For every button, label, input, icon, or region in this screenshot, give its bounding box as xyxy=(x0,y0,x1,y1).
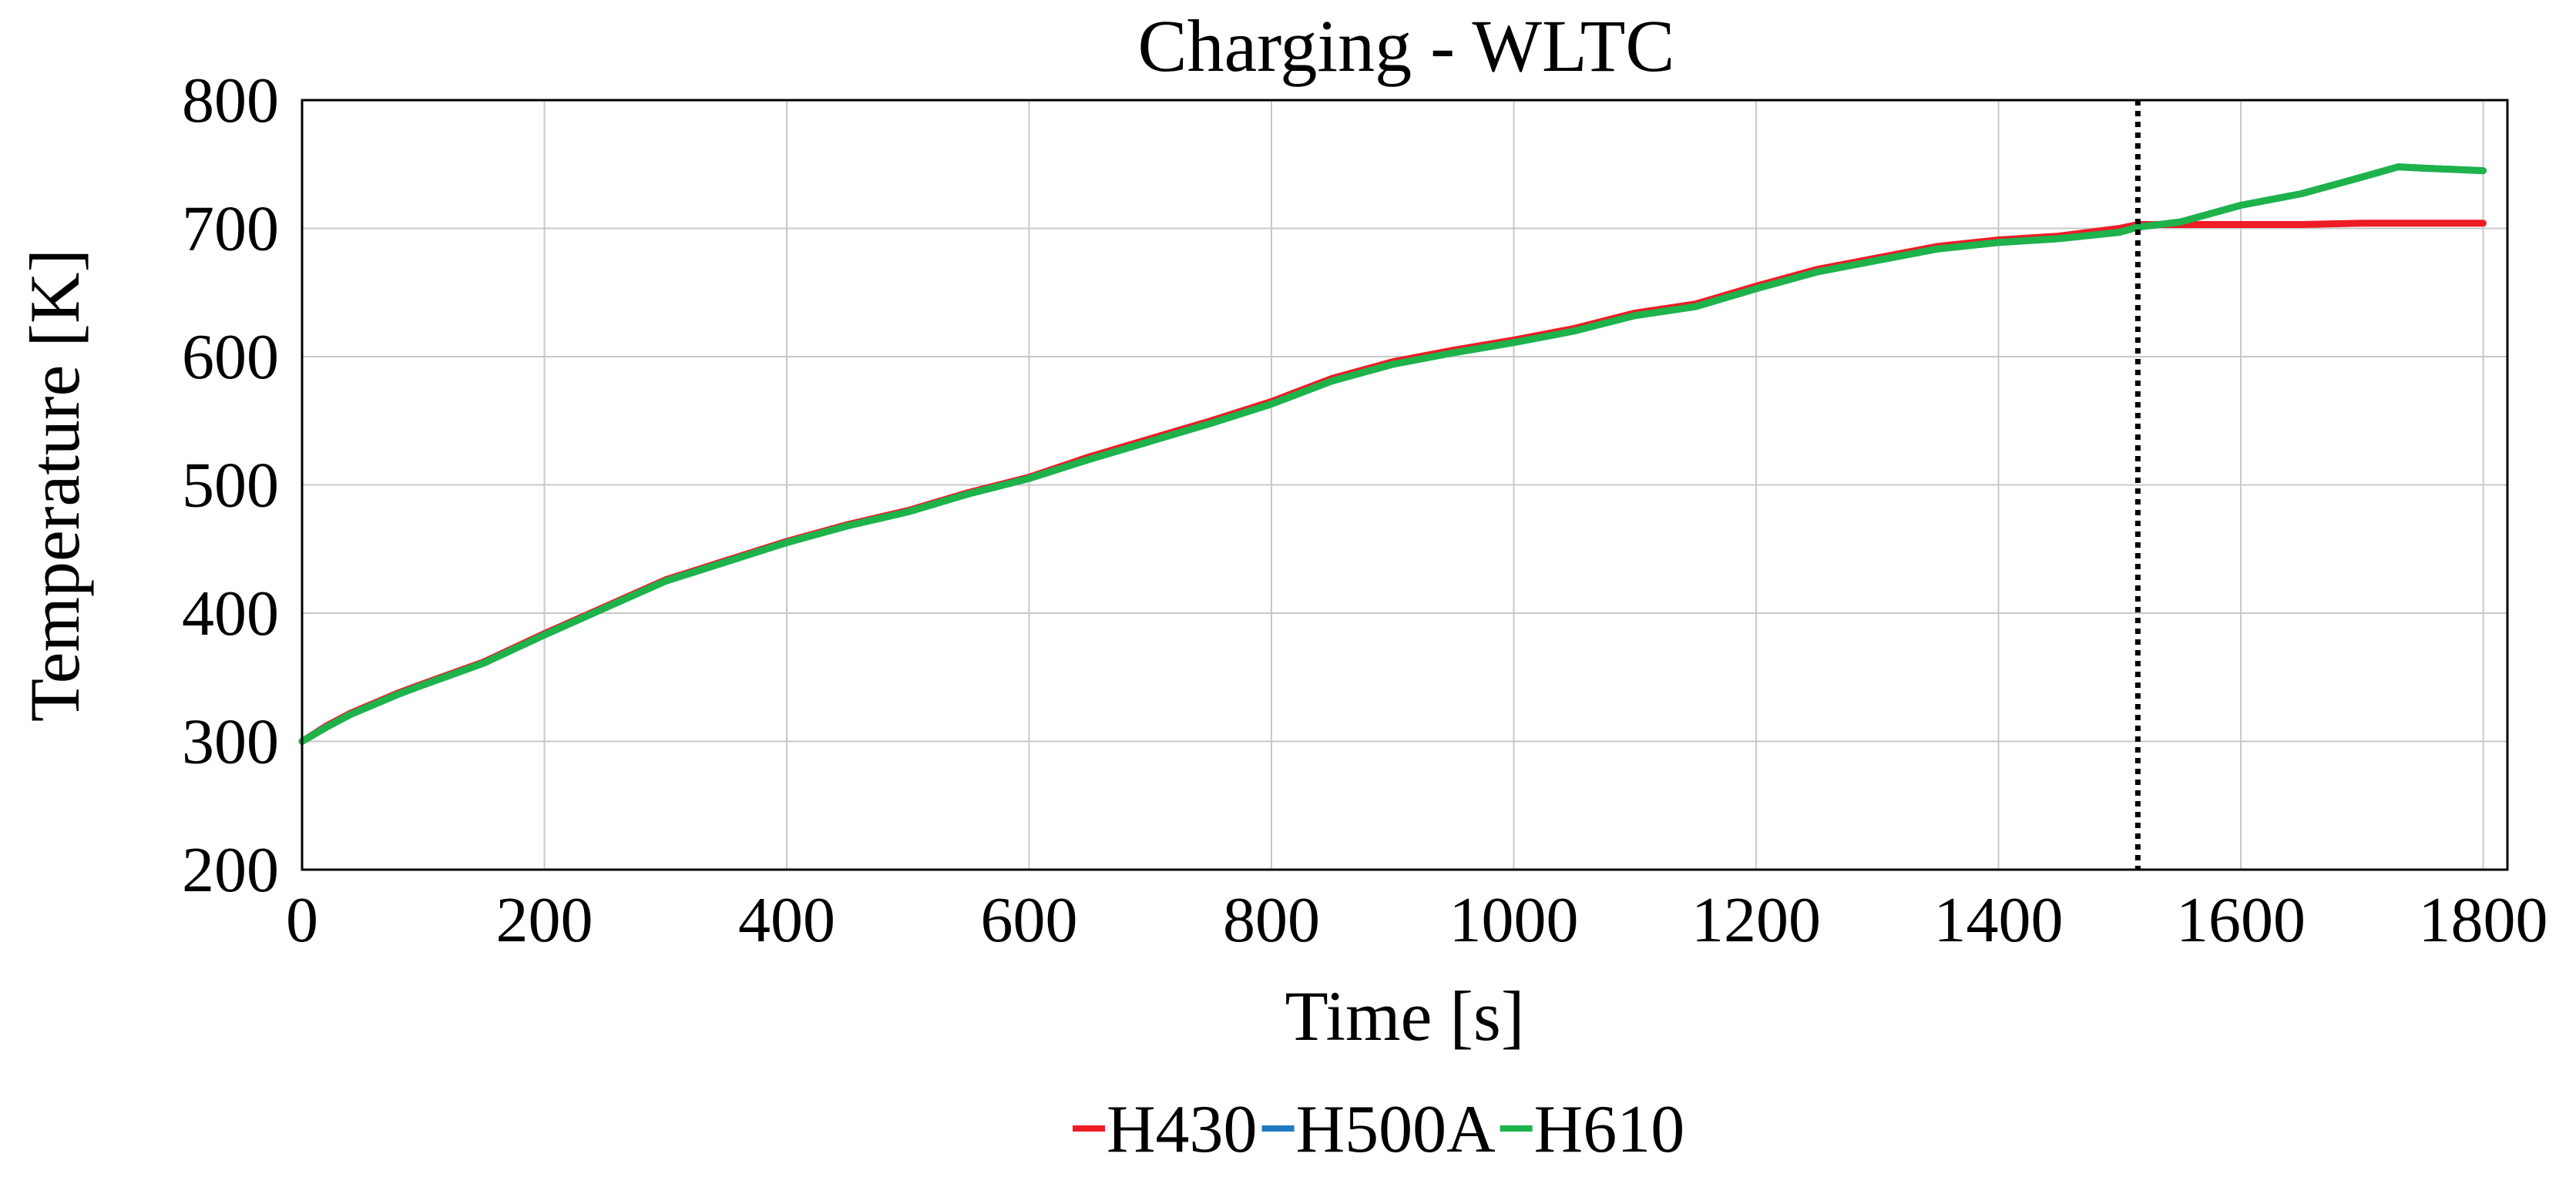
x-axis-ticks: 0 200 400 600 800 1000 1200 1400 1600 1800 xyxy=(286,884,2548,956)
x-tick-label: 200 xyxy=(496,884,593,956)
legend: H430 H500A H610 xyxy=(1073,1092,1684,1167)
legend-label: H610 xyxy=(1534,1092,1685,1167)
y-tick-label: 200 xyxy=(182,834,279,906)
x-tick-label: 0 xyxy=(286,884,318,956)
legend-item-h430: H430 xyxy=(1073,1092,1258,1167)
x-tick-label: 1000 xyxy=(1449,884,1579,956)
legend-label: H500A xyxy=(1296,1092,1496,1167)
series-layer xyxy=(298,163,2487,745)
x-tick-label: 800 xyxy=(1223,884,1320,956)
grid xyxy=(301,99,2507,870)
legend-label: H430 xyxy=(1107,1092,1258,1167)
y-tick-label: 300 xyxy=(182,706,279,778)
y-tick-label: 500 xyxy=(182,450,279,521)
series-line-h500a xyxy=(298,163,2487,745)
x-tick-label: 1800 xyxy=(2419,884,2548,956)
y-tick-label: 800 xyxy=(182,65,279,136)
y-tick-label: 700 xyxy=(182,193,279,265)
x-tick-label: 600 xyxy=(981,884,1078,956)
y-tick-label: 600 xyxy=(182,321,279,393)
y-axis-ticks: 200 300 400 500 600 700 800 xyxy=(182,65,279,906)
y-tick-label: 400 xyxy=(182,578,279,649)
y-axis-label: Temperature [K] xyxy=(15,249,94,722)
series-line-h610 xyxy=(298,163,2487,745)
legend-item-h500a: H500A xyxy=(1261,1092,1496,1167)
x-tick-label: 1400 xyxy=(1934,884,2064,956)
plot-frame xyxy=(301,99,2509,871)
x-tick-label: 1200 xyxy=(1691,884,1821,956)
series-line-h430 xyxy=(298,220,2487,745)
x-tick-label: 1600 xyxy=(2176,884,2306,956)
chart-title: Charging - WLTC xyxy=(1138,5,1675,87)
legend-item-h610: H610 xyxy=(1500,1092,1685,1167)
x-axis-label: Time [s] xyxy=(1285,977,1525,1055)
x-tick-label: 400 xyxy=(738,884,835,956)
